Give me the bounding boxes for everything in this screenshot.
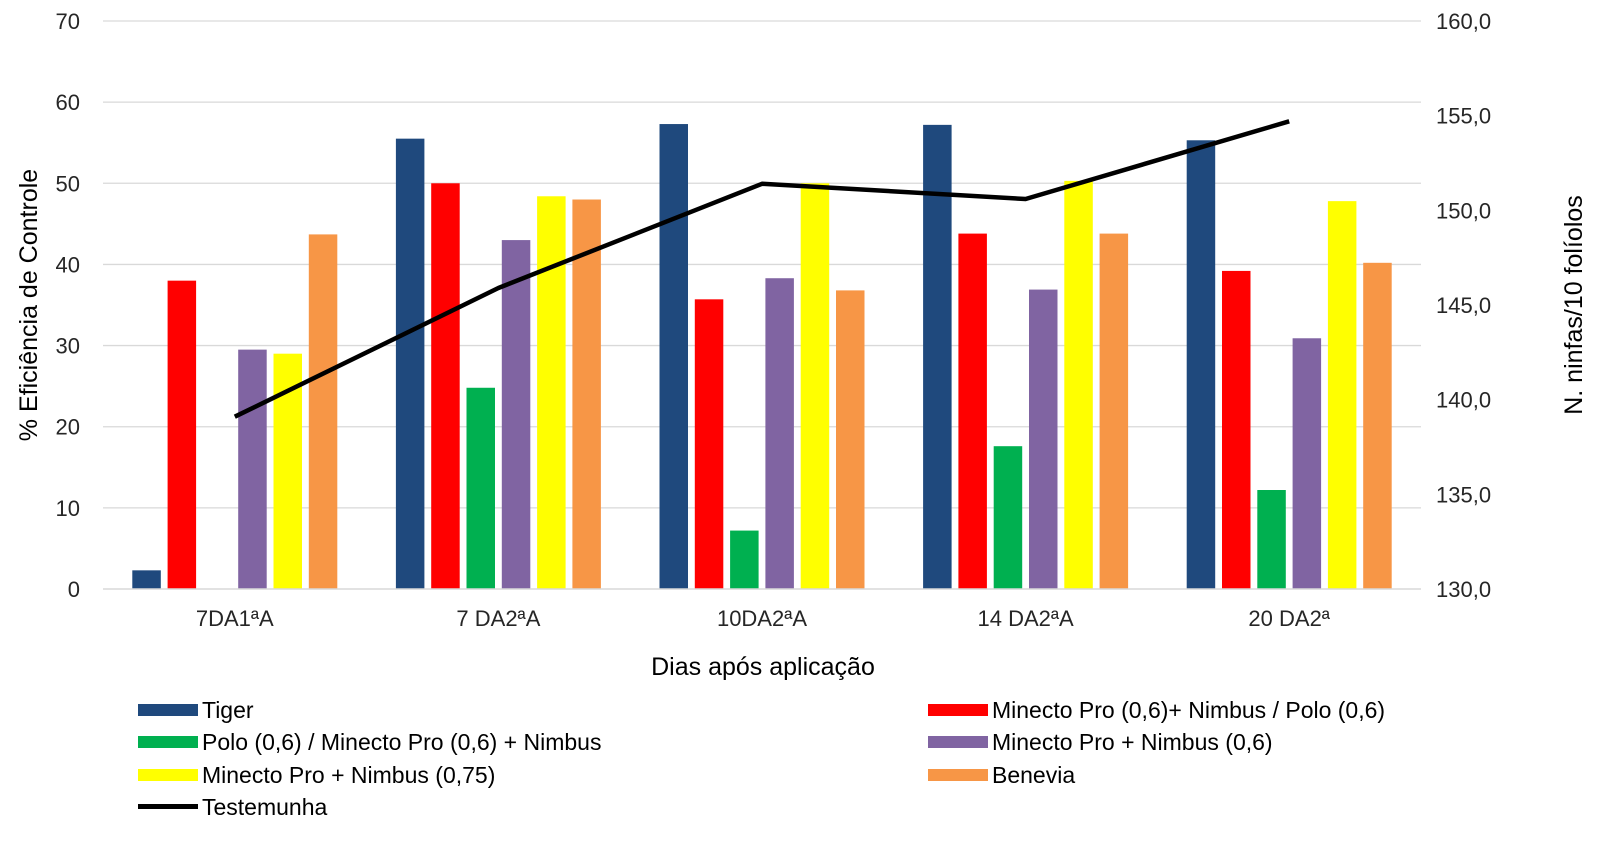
y-tick-label: 0	[68, 577, 80, 602]
bar	[993, 446, 1023, 589]
legend-swatch	[138, 769, 198, 781]
legend-item: Minecto Pro (0,6)+ Nimbus / Polo (0,6)	[928, 697, 1385, 723]
bar	[395, 138, 425, 589]
bar	[1064, 180, 1093, 589]
bar	[537, 196, 566, 590]
legend-item: Polo (0,6) / Minecto Pro (0,6) + Nimbus	[138, 729, 601, 755]
y-tick-label: 30	[56, 334, 80, 359]
y2-tick-label: 135,0	[1436, 482, 1491, 507]
y2-tick-label: 155,0	[1436, 104, 1491, 129]
y2-tick-label: 130,0	[1436, 577, 1491, 602]
bar	[1257, 490, 1286, 589]
legend-swatch	[138, 704, 198, 716]
bar	[572, 199, 601, 589]
bar	[466, 387, 495, 589]
testemunha-series-line	[233, 119, 1290, 419]
y2-tick-label: 145,0	[1436, 293, 1491, 318]
bar	[958, 233, 987, 589]
y-tick-label: 10	[56, 496, 80, 521]
x-tick-label: 14 DA2ªA	[977, 606, 1074, 631]
bar	[800, 183, 830, 590]
bar	[1029, 289, 1058, 589]
legend-swatch	[138, 736, 198, 748]
x-tick-label: 7 DA2ªA	[456, 606, 540, 631]
legend-swatch	[928, 736, 988, 748]
bars	[132, 124, 1392, 590]
legend-label: Polo (0,6) / Minecto Pro (0,6) + Nimbus	[202, 729, 601, 755]
y2-axis-ticks: 130,0 135,0 140,0 145,0 150,0 155,0 160,0	[1436, 9, 1491, 602]
y2-tick-label: 160,0	[1436, 9, 1491, 34]
legend-item: Tiger	[138, 697, 254, 723]
bar	[501, 240, 531, 590]
legend-item: Minecto Pro + Nimbus (0,75)	[138, 762, 495, 788]
bar	[659, 124, 688, 590]
legend: Tiger Minecto Pro (0,6)+ Nimbus / Polo (0…	[138, 697, 1385, 820]
bar	[836, 290, 865, 589]
legend-swatch	[928, 704, 988, 716]
y2-tick-label: 150,0	[1436, 198, 1491, 223]
legend-label: Benevia	[992, 762, 1075, 788]
y-tick-label: 60	[56, 90, 80, 115]
y-tick-label: 70	[56, 9, 80, 34]
bar	[1292, 338, 1322, 589]
bar	[694, 299, 724, 589]
legend-label: Minecto Pro + Nimbus (0,75)	[202, 762, 495, 788]
legend-swatch	[138, 804, 198, 809]
bar	[308, 234, 338, 590]
legend-item: Minecto Pro + Nimbus (0,6)	[928, 729, 1273, 755]
x-axis-ticks: 7DA1ªA 7 DA2ªA 10DA2ªA 14 DA2ªA 20 DA2ª	[196, 606, 1331, 631]
bar	[132, 570, 161, 589]
bar	[167, 280, 197, 589]
legend-item: Testemunha	[138, 794, 328, 820]
legend-label: Testemunha	[202, 794, 328, 820]
bar	[923, 124, 952, 589]
y2-tick-label: 140,0	[1436, 388, 1491, 413]
testemunha-line	[233, 119, 1290, 419]
legend-label: Minecto Pro + Nimbus (0,6)	[992, 729, 1273, 755]
bar	[238, 349, 267, 589]
bar	[1363, 262, 1392, 589]
x-axis-title: Dias após aplicação	[651, 653, 875, 681]
x-tick-label: 10DA2ªA	[717, 606, 807, 631]
y-axis-title: % Eficiência de Controle	[15, 169, 43, 441]
bar	[1099, 233, 1129, 589]
bar	[730, 530, 759, 589]
y-tick-label: 40	[56, 252, 80, 277]
y-axis-ticks: 0 10 20 30 40 50 60 70	[56, 9, 80, 602]
bar	[765, 278, 794, 589]
legend-label: Minecto Pro (0,6)+ Nimbus / Polo (0,6)	[992, 697, 1385, 723]
y-tick-label: 50	[56, 171, 80, 196]
bar	[1222, 270, 1251, 589]
x-tick-label: 20 DA2ª	[1248, 606, 1330, 631]
legend-label: Tiger	[202, 697, 254, 723]
y-tick-label: 20	[56, 415, 80, 440]
bar	[1327, 201, 1357, 589]
legend-item: Benevia	[928, 762, 1075, 788]
x-tick-label: 7DA1ªA	[196, 606, 274, 631]
legend-swatch	[928, 769, 988, 781]
bar	[431, 183, 460, 590]
bar	[1186, 140, 1216, 589]
y2-axis-title: N. ninfas/10 folíolos	[1560, 195, 1588, 415]
